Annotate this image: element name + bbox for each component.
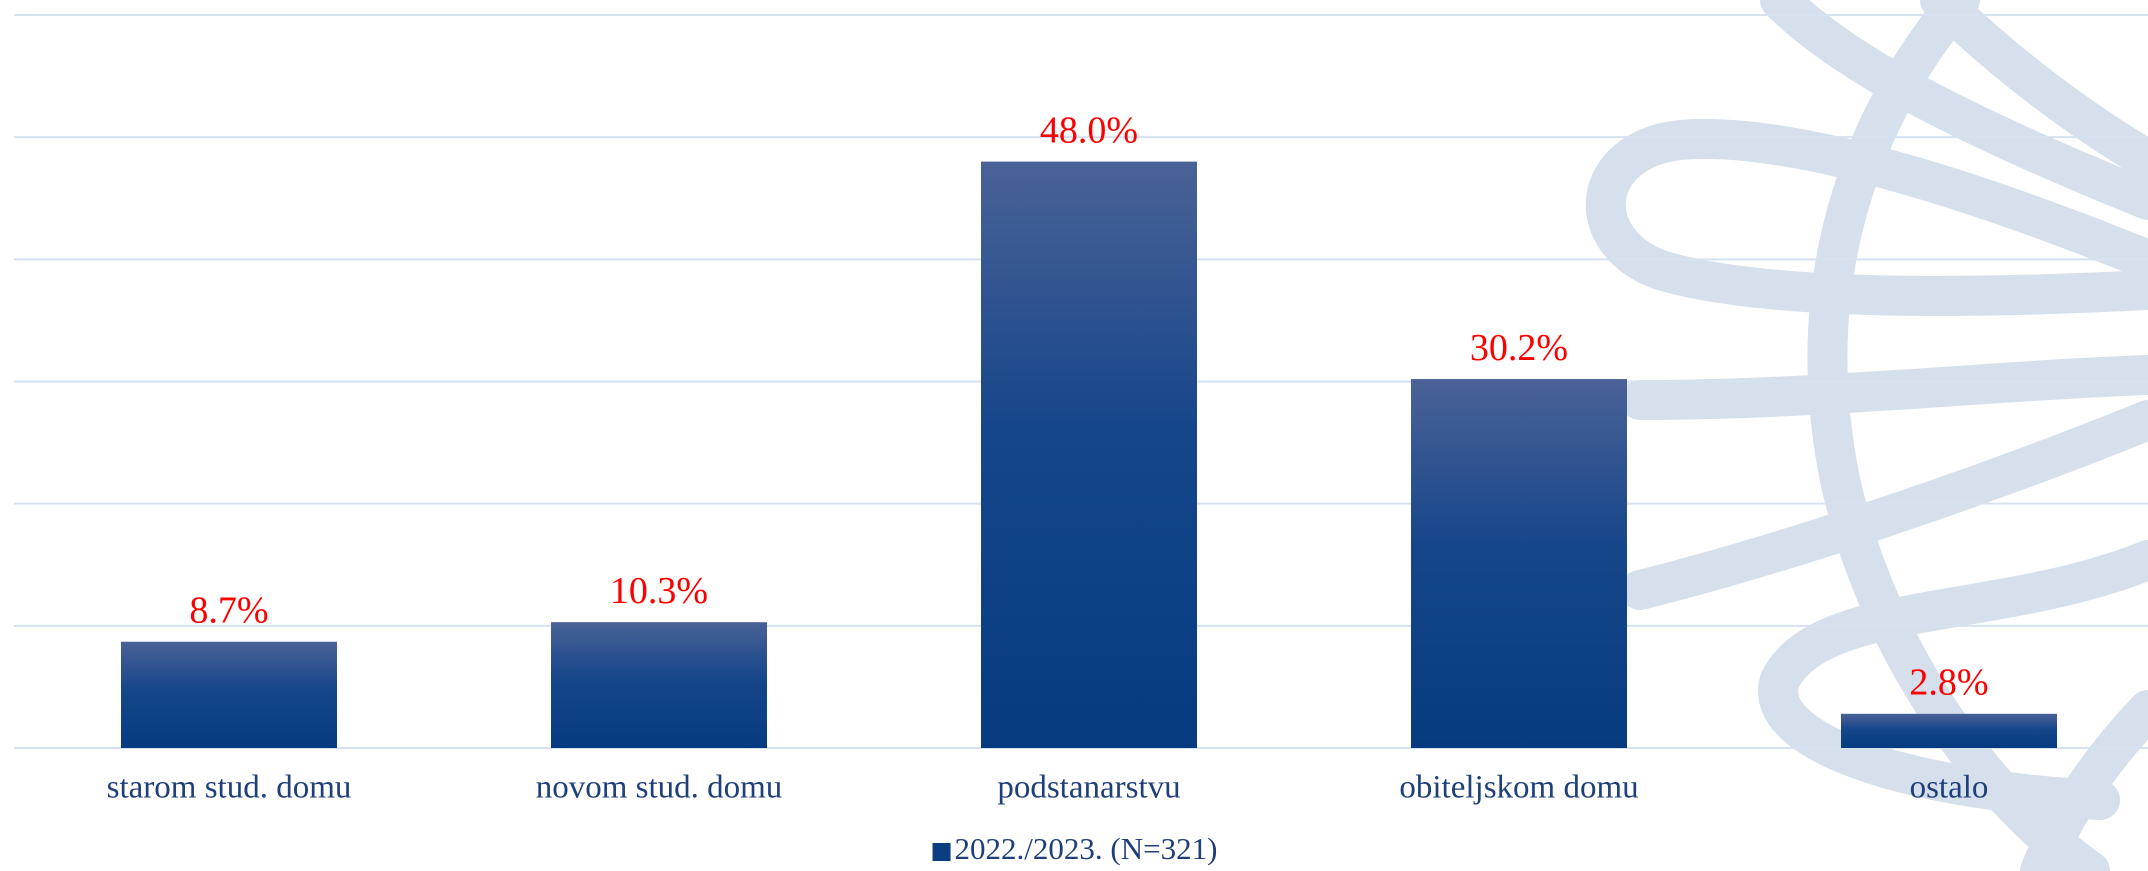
value-label: 48.0% [1040,109,1138,151]
bar [551,622,767,748]
bar [1411,379,1627,748]
x-tick-label: novom stud. domu [536,770,783,806]
value-label: 8.7% [189,589,268,631]
bar [981,162,1197,748]
x-tick-label: starom stud. domu [107,770,352,806]
page: {"chart_data": {"type": "bar", "categori… [0,0,2148,871]
chart: starom stud. domu novom stud. domu podstan… [0,0,2148,871]
x-tick-label: obiteljskom domu [1399,770,1638,806]
value-label: 2.8% [1909,662,1988,704]
x-tick-label: ostalo [1910,770,1989,806]
bar [121,642,337,748]
legend-label: 2022./2023. (N=321) [955,831,1218,866]
x-tick-label: podstanarstvu [997,770,1180,806]
bar [1841,714,2057,748]
value-label: 30.2% [1470,327,1568,369]
legend-swatch [933,843,951,861]
value-label: 10.3% [610,570,708,612]
